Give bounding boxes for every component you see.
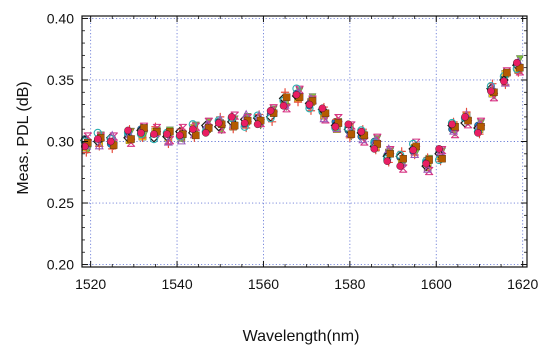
data-point-triangle-up bbox=[176, 135, 186, 145]
data-point-circle bbox=[370, 145, 379, 153]
data-point-circle bbox=[189, 125, 197, 133]
x-tick-label: 1560 bbox=[248, 276, 279, 292]
data-point-square bbox=[282, 93, 291, 101]
data-point-square bbox=[386, 150, 394, 158]
data-point-circle bbox=[435, 145, 443, 153]
y-tick-label: 0.25 bbox=[47, 195, 74, 211]
x-axis-label: Wavelength(nm) bbox=[243, 328, 360, 345]
data-point-circle bbox=[150, 130, 158, 138]
grid-lines bbox=[82, 16, 527, 267]
plot-frame bbox=[81, 15, 528, 268]
marker-layer bbox=[79, 55, 525, 176]
data-point-bowtie bbox=[347, 121, 356, 130]
y-axis-label: Meas. PDL (dB) bbox=[15, 81, 32, 194]
data-point-circle bbox=[461, 113, 469, 121]
data-point-circle bbox=[474, 129, 482, 137]
data-point-circle bbox=[513, 58, 521, 67]
data-point-square bbox=[127, 135, 135, 143]
data-point-circle bbox=[422, 159, 430, 168]
data-point-circle bbox=[448, 120, 456, 129]
data-point-circle bbox=[124, 126, 132, 135]
data-point-circle bbox=[357, 127, 366, 136]
data-point-circle bbox=[137, 129, 145, 137]
data-point-circle bbox=[266, 106, 275, 115]
data-point-circle bbox=[163, 130, 171, 138]
data-point-circle bbox=[487, 87, 495, 95]
data-point-circle bbox=[81, 142, 89, 151]
x-tick-label: 1520 bbox=[75, 276, 106, 292]
x-tick-label: 1600 bbox=[421, 276, 452, 292]
data-point-circle bbox=[331, 122, 340, 131]
data-point-bowtie bbox=[450, 129, 460, 139]
data-point-cross bbox=[82, 148, 91, 157]
data-point-bowtie bbox=[437, 145, 447, 155]
data-point-square bbox=[438, 155, 446, 163]
y-tick-label: 0.40 bbox=[47, 10, 74, 26]
data-point-triangle-up bbox=[319, 113, 329, 123]
x-tick-label: 1620 bbox=[507, 276, 538, 292]
data-point-square bbox=[477, 123, 485, 131]
data-point-circle bbox=[500, 77, 508, 85]
data-point-circle bbox=[344, 120, 353, 129]
data-point-square bbox=[231, 121, 239, 130]
data-point-triangle-up bbox=[163, 136, 173, 146]
data-point-circle bbox=[318, 104, 327, 113]
data-point-circle bbox=[279, 102, 288, 110]
data-point-circle bbox=[202, 129, 210, 137]
data-point-circle bbox=[106, 137, 115, 146]
y-tick-label: 0.30 bbox=[47, 134, 74, 150]
data-point-bowtie bbox=[165, 136, 175, 145]
data-point-square bbox=[503, 68, 511, 77]
data-point-triangle-up bbox=[423, 163, 433, 173]
data-point-bowtie bbox=[282, 104, 291, 113]
data-point-circle bbox=[409, 146, 417, 154]
axis-layer bbox=[81, 15, 528, 268]
data-point-circle bbox=[292, 90, 301, 99]
data-point-circle bbox=[93, 135, 102, 143]
data-point-circle bbox=[305, 100, 314, 109]
tick-labels: 1520 1540 1560 1580 1600 1620 0.20 0.25 0.30 0.35… bbox=[47, 10, 539, 292]
data-point-triangle-up bbox=[94, 140, 104, 150]
data-point-circle bbox=[253, 120, 262, 129]
data-point-square bbox=[347, 130, 356, 138]
data-point-circle bbox=[176, 131, 184, 140]
y-tick-label: 0.35 bbox=[47, 72, 74, 88]
data-point-circle bbox=[214, 119, 223, 127]
data-point-circle bbox=[240, 119, 249, 127]
x-tick-label: 1580 bbox=[334, 276, 365, 292]
data-point-square bbox=[192, 131, 200, 140]
data-point-circle bbox=[396, 162, 404, 170]
x-tick-label: 1540 bbox=[161, 276, 192, 292]
data-point-circle bbox=[227, 113, 236, 121]
y-tick-label: 0.20 bbox=[47, 257, 74, 273]
data-point-circle bbox=[383, 157, 392, 165]
data-point-square bbox=[399, 155, 407, 163]
data-point-cross bbox=[306, 106, 316, 115]
